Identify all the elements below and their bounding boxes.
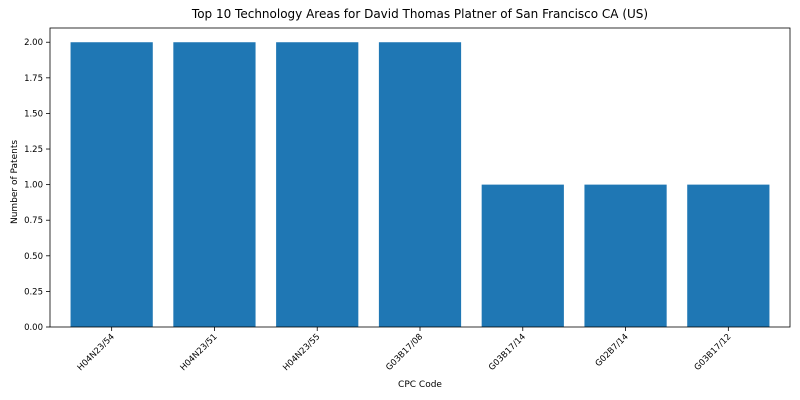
bar <box>584 185 666 327</box>
bar <box>71 42 153 327</box>
y-axis-label: Number of Patents <box>10 140 20 224</box>
bars-group <box>71 42 770 327</box>
y-tick-label: 1.50 <box>24 109 43 119</box>
y-tick-label: 1.75 <box>24 74 43 84</box>
y-tick-label: 2.00 <box>24 38 43 48</box>
x-tick-label: H04N23/51 <box>179 332 220 373</box>
bar <box>379 42 461 327</box>
bar <box>276 42 358 327</box>
y-tick-label: 0.50 <box>24 252 43 262</box>
y-tick-label: 0.75 <box>24 216 43 226</box>
bar <box>482 185 564 327</box>
x-axis-ticks: H04N23/54 H04N23/51 H04N23/55 G03B17/08 G03B… <box>76 327 734 373</box>
y-tick-label: 0.00 <box>24 323 43 333</box>
y-tick-label: 1.00 <box>24 181 43 191</box>
bar <box>173 42 255 327</box>
x-tick-label: G03B17/14 <box>487 332 528 373</box>
x-tick-label: H04N23/55 <box>281 332 322 373</box>
bar <box>687 185 769 327</box>
x-axis-label: CPC Code <box>398 380 442 390</box>
y-axis-ticks: 0.00 0.25 0.50 0.75 1.00 1.25 1.50 1.75 2.00 <box>24 38 50 333</box>
x-tick-label: G03B17/08 <box>384 332 425 373</box>
x-tick-label: G03B17/12 <box>693 332 734 373</box>
y-tick-label: 1.25 <box>24 145 43 155</box>
x-tick-label: G02B7/14 <box>594 332 631 369</box>
x-tick-label: H04N23/54 <box>76 332 117 373</box>
y-tick-label: 0.25 <box>24 287 43 297</box>
chart-title: Top 10 Technology Areas for David Thomas… <box>191 7 648 21</box>
